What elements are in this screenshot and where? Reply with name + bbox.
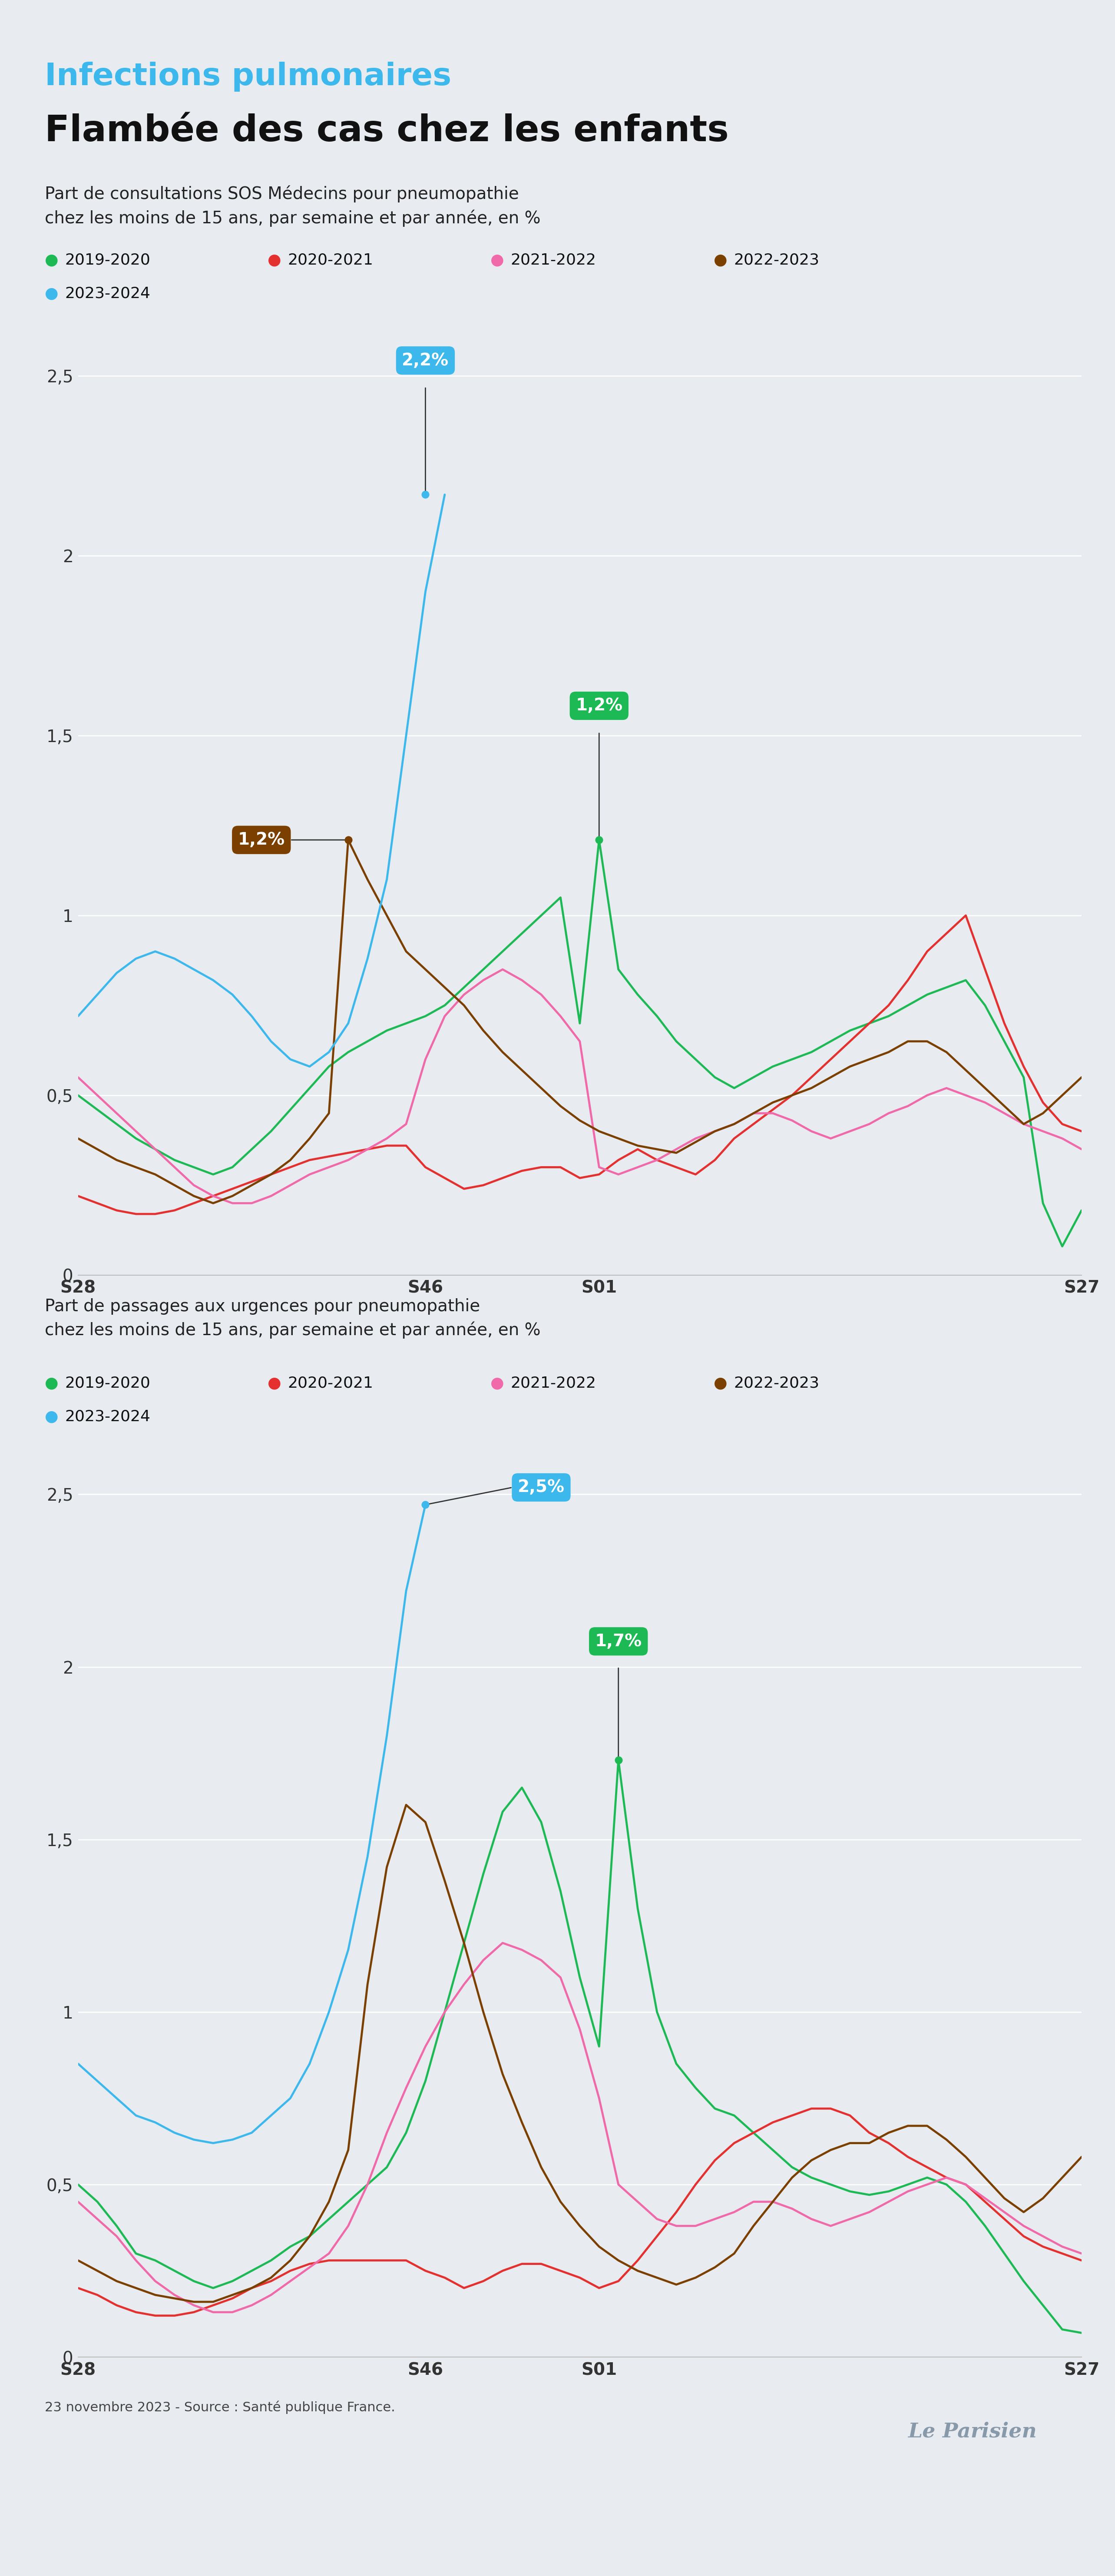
Text: 1,2%: 1,2% — [237, 832, 284, 848]
Text: 2022-2023: 2022-2023 — [734, 252, 820, 268]
Text: 2019-2020: 2019-2020 — [65, 1376, 151, 1391]
Text: 2019-2020: 2019-2020 — [65, 252, 151, 268]
Text: Infections pulmonaires: Infections pulmonaires — [45, 62, 452, 93]
Text: 23 novembre 2023 - Source : Santé publique France.: 23 novembre 2023 - Source : Santé publiq… — [45, 2401, 395, 2414]
Text: 1,7%: 1,7% — [595, 1633, 642, 1649]
Text: Part de passages aux urgences pour pneumopathie
chez les moins de 15 ans, par se: Part de passages aux urgences pour pneum… — [45, 1298, 541, 1340]
Text: ●: ● — [714, 1376, 727, 1391]
Text: 2020-2021: 2020-2021 — [288, 252, 374, 268]
Text: ●: ● — [45, 1376, 58, 1391]
Text: 1,2%: 1,2% — [575, 698, 622, 714]
Text: 2021-2022: 2021-2022 — [511, 252, 597, 268]
Text: ●: ● — [268, 252, 281, 268]
Text: ●: ● — [491, 252, 504, 268]
Text: ●: ● — [45, 1409, 58, 1425]
Text: 2020-2021: 2020-2021 — [288, 1376, 374, 1391]
Text: Part de consultations SOS Médecins pour pneumopathie
chez les moins de 15 ans, p: Part de consultations SOS Médecins pour … — [45, 185, 541, 227]
Text: ●: ● — [268, 1376, 281, 1391]
Text: 2,2%: 2,2% — [401, 353, 449, 368]
Text: 2021-2022: 2021-2022 — [511, 1376, 597, 1391]
Text: ●: ● — [45, 252, 58, 268]
Text: 2,5%: 2,5% — [517, 1479, 564, 1497]
Text: 2023-2024: 2023-2024 — [65, 1409, 151, 1425]
Text: ●: ● — [491, 1376, 504, 1391]
Text: ●: ● — [714, 252, 727, 268]
Text: 2022-2023: 2022-2023 — [734, 1376, 820, 1391]
Text: 2023-2024: 2023-2024 — [65, 286, 151, 301]
Text: ●: ● — [45, 286, 58, 301]
Text: Le Parisien: Le Parisien — [908, 2421, 1037, 2442]
Text: Flambée des cas chez les enfants: Flambée des cas chez les enfants — [45, 113, 729, 149]
